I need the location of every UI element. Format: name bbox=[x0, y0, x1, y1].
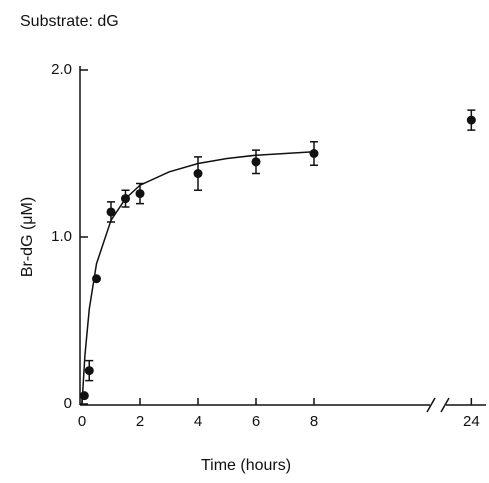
axis-break bbox=[426, 397, 436, 413]
data-point bbox=[84, 366, 94, 376]
data-point bbox=[466, 115, 476, 125]
x-tick-label: 2 bbox=[136, 413, 144, 430]
data-point bbox=[92, 274, 101, 284]
x-tick-label: 6 bbox=[252, 413, 260, 430]
x-tick-label: 0 bbox=[78, 413, 86, 430]
y-axis-label: Br-dG (μM) bbox=[19, 197, 36, 277]
x-tick-label: 4 bbox=[194, 413, 202, 430]
chart-title: Substrate: dG bbox=[20, 13, 119, 30]
axis-break bbox=[440, 397, 450, 413]
y-tick-label: 1.0 bbox=[51, 228, 72, 245]
data-point bbox=[193, 169, 203, 179]
x-tick-label: 24 bbox=[463, 413, 480, 430]
x-tick-label: 8 bbox=[310, 413, 318, 430]
x-axis-label: Time (hours) bbox=[201, 457, 291, 474]
data-point bbox=[135, 189, 145, 199]
data-point bbox=[121, 194, 130, 204]
y-tick-label: 2.0 bbox=[51, 61, 72, 78]
fit-curve bbox=[81, 151, 315, 405]
data-point bbox=[79, 391, 89, 401]
y-tick-label: 0 bbox=[64, 395, 72, 412]
data-point bbox=[251, 157, 261, 167]
data-point bbox=[106, 207, 116, 217]
data-point bbox=[309, 149, 319, 158]
